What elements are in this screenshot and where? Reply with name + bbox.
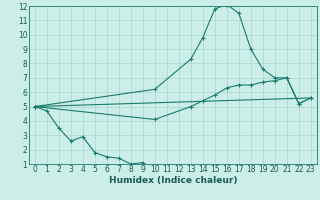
X-axis label: Humidex (Indice chaleur): Humidex (Indice chaleur): [108, 176, 237, 185]
